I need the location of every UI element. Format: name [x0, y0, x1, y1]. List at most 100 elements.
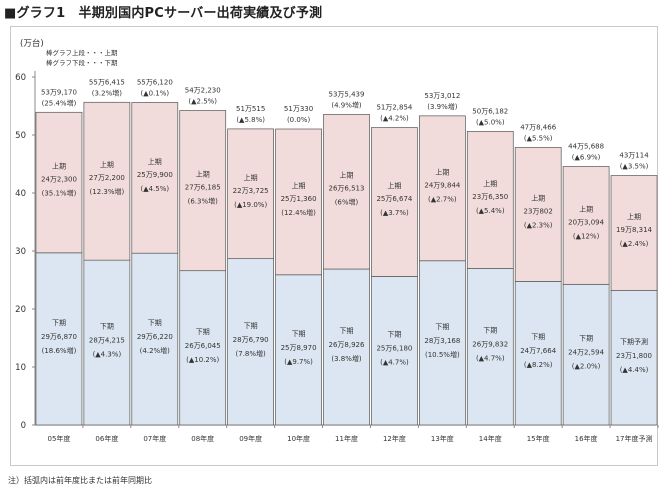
lower-change-label: (3.8%増) — [331, 354, 362, 363]
bar-lower — [275, 274, 322, 426]
bar-labels: 05年度 53万9,170 (25.4%増) 上期 24万2,300 (35.1%増) 下期… — [41, 78, 653, 443]
total-change-label: (3.9%増) — [427, 102, 458, 111]
lower-label: 下期 — [196, 328, 210, 336]
lower-change-label: (▲4.7%) — [380, 359, 409, 367]
upper-label: 上期 — [627, 212, 641, 221]
total-change-label: (4.9%増) — [331, 100, 362, 109]
bar-lower — [562, 283, 610, 426]
y-tick-label: 50 — [15, 131, 26, 141]
total-value-label: 50万6,182 — [472, 107, 508, 115]
total-value-label: 53万9,170 — [41, 88, 77, 96]
bar-lower — [514, 281, 562, 426]
upper-change-label: (6%増) — [335, 198, 359, 207]
bar-upper — [371, 127, 418, 277]
lower-change-label: (7.8%増) — [236, 349, 267, 358]
x-tick-label: 15年度 — [527, 434, 550, 443]
total-change-label: (▲6.9%) — [572, 154, 601, 162]
bar-upper — [131, 102, 179, 254]
chart-title: ■グラフ1 半期別国内PCサーバー出荷実績及び予測 — [4, 6, 323, 21]
bar-lower — [131, 252, 179, 426]
lower-value-label: 28万3,168 — [424, 337, 460, 345]
lower-change-label: (▲4.3%) — [93, 351, 122, 359]
chart-frame — [10, 26, 658, 466]
bar-lower — [418, 260, 466, 426]
bar-upper — [83, 101, 131, 261]
upper-value-label: 26万6,513 — [329, 185, 365, 193]
bar-upper — [179, 110, 227, 272]
upper-value-label: 25万9,900 — [137, 171, 173, 179]
upper-value-label: 27万6,185 — [185, 184, 221, 192]
total-value-label: 47万8,466 — [520, 123, 556, 131]
bar-upper — [514, 147, 562, 282]
lower-value-label: 25万8,970 — [281, 344, 317, 352]
lower-value-label: 24万2,594 — [568, 349, 604, 357]
x-tick-label: 16年度 — [575, 434, 598, 443]
bar-upper — [418, 115, 466, 262]
bar-upper — [323, 114, 370, 270]
bar-upper — [562, 166, 610, 285]
upper-change-label: (12.4%増) — [281, 208, 316, 217]
upper-change-label: (▲4.5%) — [140, 185, 169, 193]
upper-value-label: 25万6,674 — [376, 195, 412, 203]
upper-value-label: 19万8,314 — [616, 226, 652, 234]
lower-label: 下期 — [244, 322, 258, 330]
total-change-label: (25.4%増) — [42, 98, 77, 107]
bar-lower — [83, 259, 131, 426]
lower-label: 下期 — [579, 335, 593, 343]
x-tick-label: 12年度 — [383, 434, 406, 443]
bar-lower — [610, 290, 658, 426]
total-value-label: 55万6,415 — [89, 78, 125, 86]
footnote: 注）括弧内は前年度比または前年同期比 — [8, 476, 152, 485]
total-value-label: 51万515 — [236, 105, 265, 113]
bar-lower — [179, 270, 227, 426]
total-value-label: 51万2,854 — [376, 104, 412, 112]
bar-upper — [466, 131, 514, 269]
lower-change-label: (4.2%増) — [140, 346, 171, 355]
lower-change-label: (10.5%増) — [425, 350, 460, 359]
lower-value-label: 29万6,220 — [137, 333, 173, 341]
lower-label: 下期 — [387, 331, 401, 339]
x-tick-label: 11年度 — [335, 434, 358, 443]
lower-label: 下期 — [52, 319, 66, 327]
lower-value-label: 25万6,180 — [376, 345, 412, 353]
upper-value-label: 20万3,094 — [568, 218, 604, 226]
upper-label: 上期 — [483, 179, 497, 188]
lower-change-label: (▲8.2%) — [524, 361, 553, 369]
x-tick-label: 10年度 — [287, 434, 310, 443]
lower-change-label: (18.6%増) — [42, 346, 77, 355]
upper-change-label: (35.1%増) — [42, 189, 77, 198]
total-change-label: (▲4.2%) — [380, 115, 409, 123]
upper-label: 上期 — [340, 171, 354, 180]
y-tick-label: 30 — [15, 247, 26, 257]
total-change-label: (▲0.1%) — [140, 89, 169, 97]
bar-lower — [35, 252, 83, 426]
upper-change-label: (12.3%増) — [90, 187, 125, 196]
lower-label: 下期 — [100, 323, 114, 331]
total-value-label: 54万2,230 — [185, 87, 221, 95]
upper-value-label: 23万6,350 — [472, 193, 508, 201]
upper-change-label: (▲12%) — [573, 232, 600, 240]
total-value-label: 44万5,688 — [568, 143, 604, 151]
lower-change-label: (▲10.2%) — [186, 356, 219, 364]
total-value-label: 53万3,012 — [424, 92, 460, 100]
upper-change-label: (▲2.3%) — [524, 221, 553, 229]
x-tick-label: 13年度 — [431, 434, 454, 443]
upper-label: 上期 — [435, 167, 449, 176]
y-tick-label: 20 — [15, 305, 26, 315]
x-tick-label: 08年度 — [191, 434, 214, 443]
x-tick-label: 14年度 — [479, 434, 502, 443]
lower-label: 下期 — [435, 323, 449, 331]
lower-value-label: 26万9,832 — [472, 341, 508, 349]
upper-value-label: 23万802 — [524, 207, 553, 215]
lower-value-label: 28万6,790 — [233, 336, 269, 344]
upper-label: 上期 — [52, 162, 66, 171]
x-tick-label: 05年度 — [48, 434, 71, 443]
upper-value-label: 24万9,844 — [424, 181, 460, 189]
upper-change-label: (▲2.7%) — [428, 195, 457, 203]
upper-label: 上期 — [100, 160, 114, 169]
upper-change-label: (▲5.4%) — [476, 207, 505, 215]
bar-upper — [275, 128, 322, 276]
x-tick-label: 07年度 — [143, 434, 166, 443]
legend-item: 棒グラフ上段・・・上期 — [46, 48, 118, 57]
